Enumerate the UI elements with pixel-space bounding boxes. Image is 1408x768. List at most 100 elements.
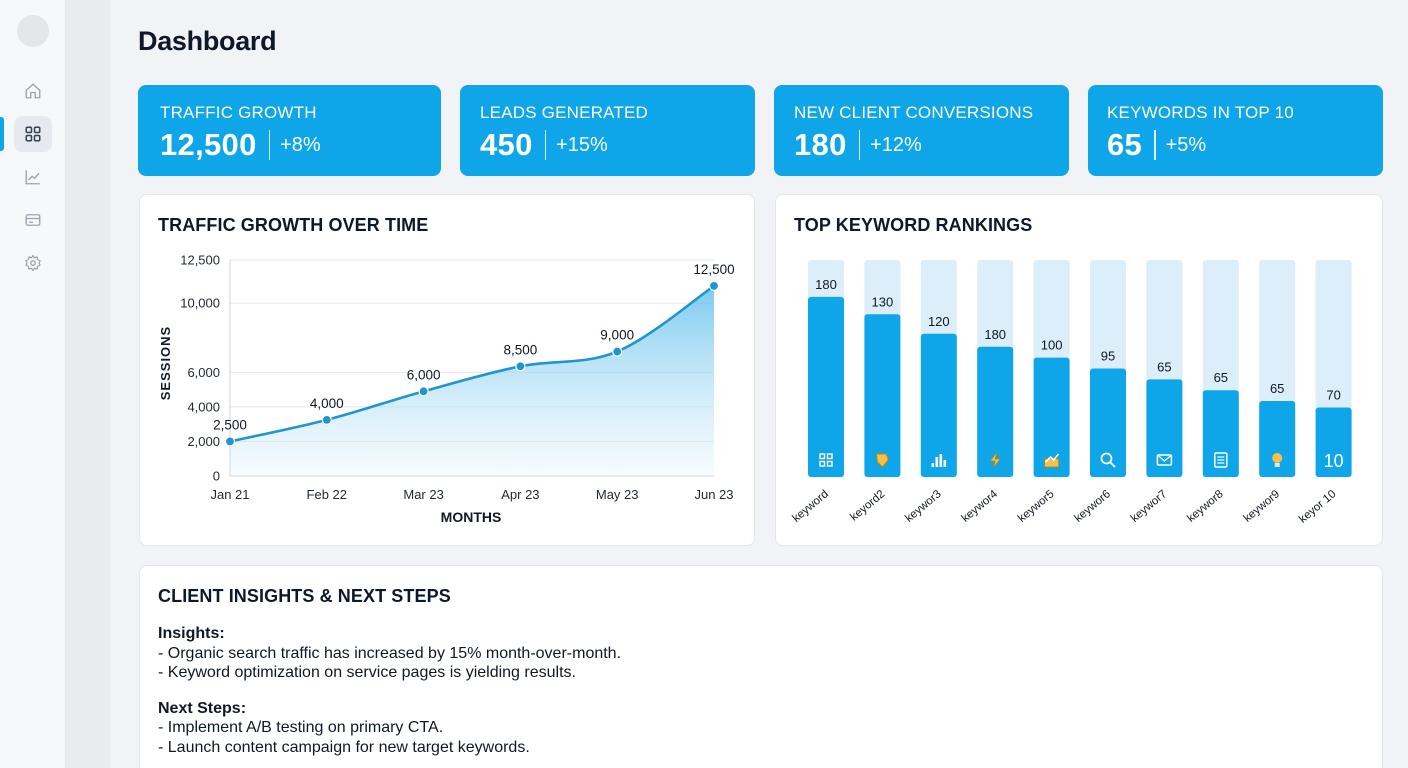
bar-value-label: 65 — [1214, 370, 1228, 385]
bar-value-label: 100 — [1041, 338, 1063, 353]
avatar[interactable] — [17, 15, 49, 47]
bar-value-label: 65 — [1157, 359, 1171, 374]
lightbulb-icon — [1272, 453, 1283, 467]
kpi-label: LEADS GENERATED — [480, 103, 649, 122]
data-point — [612, 346, 623, 357]
category-label: keywor3 — [903, 488, 944, 525]
data-point — [224, 436, 236, 447]
next-step-line: - Implement A/B testing on primary CTA. — [158, 719, 444, 736]
nav-analytics[interactable] — [14, 159, 52, 195]
bar — [1315, 407, 1352, 477]
x-tick-label: May 23 — [596, 487, 639, 502]
bar — [977, 346, 1014, 477]
data-point — [515, 361, 526, 372]
insights-title: CLIENT INSIGHTS & NEXT STEPS — [158, 586, 451, 606]
kpi-value: 65 — [1107, 127, 1143, 162]
nav-home[interactable] — [14, 73, 52, 109]
kpi-card-new-client-conversions[interactable]: NEW CLIENT CONVERSIONS 180 +12% — [774, 85, 1069, 176]
nav-billing[interactable] — [14, 202, 52, 238]
kpi-value: 450 — [480, 127, 533, 162]
next-steps-heading: Next Steps: — [158, 699, 247, 717]
bar-value-label: 180 — [984, 327, 1006, 342]
bar-value-label: 95 — [1101, 349, 1115, 364]
kpi-delta: +15% — [556, 133, 608, 156]
next-step-line: - Launch content campaign for new target… — [158, 738, 530, 756]
traffic-growth-card: TRAFFIC GROWTH OVER TIME 0 2,000 4,000 6,00… — [139, 194, 755, 546]
category-label: keyor 10 — [1297, 488, 1339, 526]
chart-line-icon — [25, 170, 40, 185]
keyword-icon-1 — [819, 453, 833, 467]
bar — [920, 333, 957, 477]
bar-value-label: 120 — [928, 314, 950, 329]
kpi-delta: +12% — [870, 133, 922, 156]
nav-settings[interactable] — [14, 245, 52, 281]
data-point — [418, 386, 429, 397]
x-axis-title: MONTHS — [441, 509, 502, 525]
keyword-chart-title: TOP KEYWORD RANKINGS — [794, 215, 1033, 235]
data-label: 12,500 — [693, 262, 734, 277]
y-tick-label: 12,500 — [180, 253, 220, 268]
kpi-card-traffic-growth[interactable]: TRAFFIC GROWTH 12,500 +8% — [138, 85, 441, 176]
page-title: Dashboard — [138, 26, 277, 56]
insight-line: - Keyword optimization on service pages … — [158, 664, 576, 681]
bar-value-label: 65 — [1270, 381, 1284, 396]
kpi-label: NEW CLIENT CONVERSIONS — [794, 103, 1034, 122]
insights-body: Insights: - Organic search traffic has i… — [158, 624, 621, 757]
bar — [1146, 379, 1183, 477]
category-label: keywor5 — [1016, 488, 1057, 525]
sidebar-gutter — [66, 0, 110, 768]
main-content: Dashboard TRAFFIC GROWTH 12,500 +8% LEAD… — [110, 0, 1408, 768]
kpi-card-leads-generated[interactable]: LEADS GENERATED 450 +15% — [460, 85, 755, 176]
data-point — [708, 280, 720, 292]
y-tick-label: 2,000 — [187, 434, 220, 449]
traffic-chart-title: TRAFFIC GROWTH OVER TIME — [158, 215, 429, 235]
bar — [1259, 401, 1296, 477]
bar-value-label: 180 — [815, 277, 837, 292]
bar-value-label: 70 — [1326, 388, 1340, 403]
home-icon — [25, 83, 41, 99]
nav-dashboard[interactable] — [14, 116, 52, 152]
kpi-delta: +8% — [280, 133, 321, 156]
area-fill — [230, 285, 714, 476]
grid-icon — [25, 126, 41, 142]
data-label: 2,500 — [213, 417, 247, 432]
kpi-divider — [268, 130, 271, 160]
data-label: 6,000 — [407, 367, 441, 382]
trend-icon — [1044, 453, 1060, 468]
active-nav-indicator — [0, 117, 4, 151]
mail-icon — [1156, 454, 1173, 466]
kpi-card-keywords-in-top-10[interactable]: KEYWORDS IN TOP 10 65 +5% — [1088, 85, 1383, 176]
bar — [864, 314, 901, 477]
category-label: keyword — [790, 488, 831, 525]
keyword-rankings-card: TOP KEYWORD RANKINGS 180 keyword 130 keyord… — [775, 194, 1383, 546]
kpi-delta: +5% — [1165, 133, 1207, 156]
data-label: 9,000 — [600, 328, 634, 343]
x-tick-label: Feb 22 — [307, 487, 347, 502]
traffic-growth-chart: 0 2,000 4,000 6,000 10,000 12,500 2,500 Jan 21… — [158, 253, 735, 526]
keyword-rankings-chart: 180 keyword 130 keyord2 120 keywor3 180 keywor4… — [790, 260, 1352, 526]
kpi-value: 180 — [794, 127, 847, 162]
category-label: keyord2 — [848, 488, 887, 523]
insights-heading: Insights: — [158, 625, 225, 642]
sidebar — [0, 0, 66, 768]
x-tick-label: Apr 23 — [501, 487, 539, 502]
bar — [1090, 368, 1126, 477]
document-icon — [1214, 452, 1228, 468]
number-ten: 10 — [1324, 451, 1344, 471]
category-label: keywor7 — [1129, 488, 1170, 525]
client-insights-card: CLIENT INSIGHTS & NEXT STEPS Insights: -… — [139, 565, 1383, 768]
kpi-label: KEYWORDS IN TOP 10 — [1107, 103, 1294, 122]
y-tick-label: 0 — [213, 469, 220, 484]
category-label: keywor9 — [1242, 488, 1283, 525]
svg-text:10: 10 — [1324, 451, 1344, 471]
category-label: keywor4 — [960, 488, 1001, 525]
bar — [808, 296, 844, 477]
y-tick-label: 10,000 — [180, 296, 220, 311]
bar — [1202, 390, 1239, 477]
x-tick-label: Mar 23 — [403, 487, 443, 502]
x-tick-label: Jun 23 — [694, 487, 733, 502]
insight-line: - Organic search traffic has increased b… — [158, 644, 622, 662]
x-tick-label: Jan 21 — [210, 487, 249, 502]
bar — [1033, 357, 1070, 477]
gear-icon — [25, 254, 41, 272]
